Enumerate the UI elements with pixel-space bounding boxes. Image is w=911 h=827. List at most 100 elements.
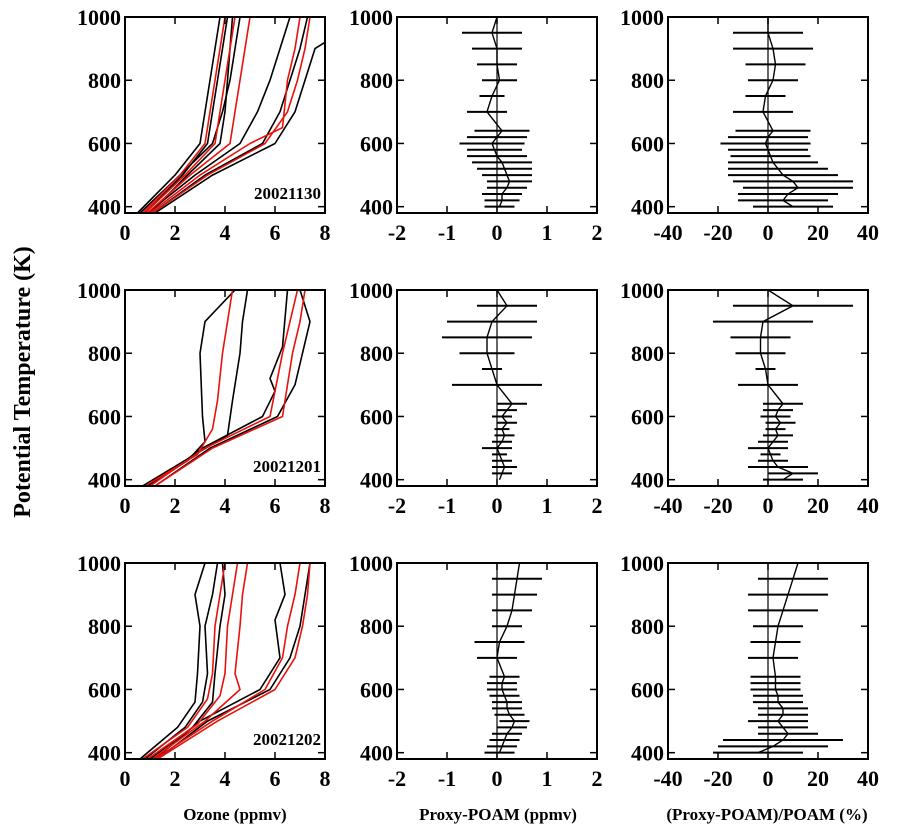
panel-r1-c0: 0 2 4 6 8 400 600 800 1000 20021201 [77,278,331,518]
poam-profile-line [144,563,219,759]
y-tick-label: 600 [631,677,664,702]
panel-r2-c2: -40 -20 0 20 40 400 600 800 1000 [620,551,879,791]
x-tick-label: 0 [492,493,503,518]
x-tick-label: 8 [320,220,331,245]
x-tick-label: 1 [542,766,553,791]
plot-area [442,290,542,486]
y-tick-label: 800 [88,68,121,93]
mean-difference-line [486,17,511,207]
proxy-profile-line [146,17,251,213]
proxy-profile-line [142,563,226,759]
plot-area [713,290,853,486]
panel-r0-c1: -2 -1 0 1 2 400 600 800 1000 [349,5,603,245]
plot-area [459,17,532,213]
panel-r1-c1: -2 -1 0 1 2 400 600 800 1000 [349,278,603,518]
x-tick-label: 0 [120,220,131,245]
proxy-profile-line [141,17,226,213]
y-tick-label: 600 [88,131,121,156]
poam-profile-line [147,17,291,213]
date-annotation: 20021202 [253,730,321,749]
x-tick-label: -40 [653,766,682,791]
y-tick-label: 1000 [620,278,664,303]
x-tick-label: 2 [592,766,603,791]
x-tick-label: 6 [270,766,281,791]
panel-r2-c0: 0 2 4 6 8 400 600 800 1000 20021202 [77,551,331,791]
x-tick-label: 8 [320,493,331,518]
x-tick-label: 2 [170,220,181,245]
y-tick-label: 800 [631,614,664,639]
y-tick-label: 1000 [349,5,393,30]
y-tick-label: 600 [88,677,121,702]
mean-difference-line [759,290,795,481]
y-tick-label: 400 [631,741,664,766]
x-tick-label: 0 [120,493,131,518]
y-tick-label: 400 [631,195,664,220]
x-tick-label: 0 [492,220,503,245]
poam-profile-line [152,17,309,213]
x-tick-label: 2 [170,493,181,518]
mean-difference-line [496,563,521,753]
x-tick-label: 8 [320,766,331,791]
poam-profile-line [139,563,206,759]
y-tick-label: 1000 [620,5,664,30]
mean-difference-line [486,290,513,480]
plot-area [139,563,311,759]
poam-profile-line [157,563,311,759]
proxy-profile-line [154,563,301,759]
poam-profile-line [154,290,311,486]
plot-area [136,17,325,213]
proxy-profile-line [154,290,306,486]
y-tick-label: 400 [88,195,121,220]
y-tick-label: 600 [631,131,664,156]
plot-area [713,563,843,759]
x-tick-label: 4 [220,493,231,518]
x-tick-label: -1 [438,220,456,245]
x-tick-label: 1 [542,220,553,245]
x-tick-label: 2 [592,220,603,245]
proxy-profile-line [144,17,236,213]
y-tick-label: 400 [631,468,664,493]
y-tick-label: 600 [631,404,664,429]
y-tick-label: 800 [88,614,121,639]
x-tick-label: 4 [220,220,231,245]
x-tick-label: 40 [857,220,879,245]
y-tick-label: 1000 [620,551,664,576]
x-tick-label: 40 [857,766,879,791]
x-tick-label: 2 [170,766,181,791]
x-tick-label: 0 [120,766,131,791]
x-tick-label: 6 [270,220,281,245]
y-tick-label: 400 [88,741,121,766]
y-tick-label: 1000 [77,551,121,576]
panel-r2-c1: -2 -1 0 1 2 400 600 800 1000 [349,551,603,791]
x-tick-label: 0 [763,493,774,518]
panel-r1-c2: -40 -20 0 20 40 400 600 800 1000 [620,278,879,518]
x-tick-label: -20 [703,493,732,518]
mean-difference-line [757,563,799,754]
x-tick-label: 1 [542,493,553,518]
plot-area [474,563,542,759]
y-tick-label: 800 [360,614,393,639]
x-tick-label: 0 [763,766,774,791]
date-annotation: 20021201 [253,457,321,476]
y-tick-label: 800 [360,341,393,366]
y-tick-label: 400 [360,468,393,493]
y-tick-label: 600 [360,404,393,429]
x-axis-label-percent-difference: (Proxy-POAM)/POAM (%) [666,805,867,824]
date-annotation: 20021130 [254,184,321,203]
x-tick-label: -1 [438,493,456,518]
y-tick-label: 800 [631,68,664,93]
proxy-profile-line [152,17,311,213]
x-tick-label: 4 [220,766,231,791]
proxy-profile-line [157,563,311,759]
x-tick-label: 2 [592,493,603,518]
x-axis-label-proxy-minus-poam: Proxy-POAM (ppmv) [419,805,577,824]
x-tick-label: -2 [388,493,406,518]
x-tick-label: -20 [703,766,732,791]
y-tick-label: 400 [360,741,393,766]
x-axis-label-ozone: Ozone (ppmv) [183,805,286,824]
proxy-profile-line [147,563,239,759]
panel-r0-c0: 0 2 4 6 8 400 600 800 1000 20021130 [77,5,331,245]
panel-r0-c2: -40 -20 0 20 40 400 600 800 1000 [620,5,879,245]
y-tick-label: 400 [360,195,393,220]
